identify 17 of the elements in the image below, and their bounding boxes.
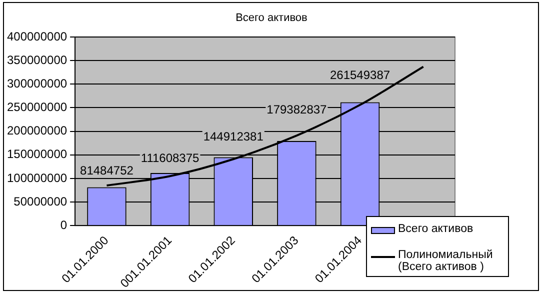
data-label: 261549387 [330,68,390,82]
y-tick-label: 100000000 [6,170,68,185]
y-tick-label: 300000000 [6,76,68,90]
y-tick-label: 250000000 [6,100,68,114]
legend-label: Всего активов [398,223,474,235]
data-label: 179382837 [266,102,328,117]
y-tick-label: 350000000 [6,52,68,67]
y-tick-label: 150000000 [6,147,68,162]
y-tick-label: 200000000 [6,124,68,138]
y-tick-label: 50000000 [14,194,68,208]
data-label: 81484752 [80,164,134,178]
legend-label: Полиномиальный (Всего активов ) [398,249,494,273]
data-label: 111608375 [140,150,200,165]
data-label: 144912381 [203,130,264,144]
y-tick-label: 0 [60,218,68,232]
chart-title: Всего активов [234,12,308,24]
y-tick-label: 400000000 [6,29,68,44]
